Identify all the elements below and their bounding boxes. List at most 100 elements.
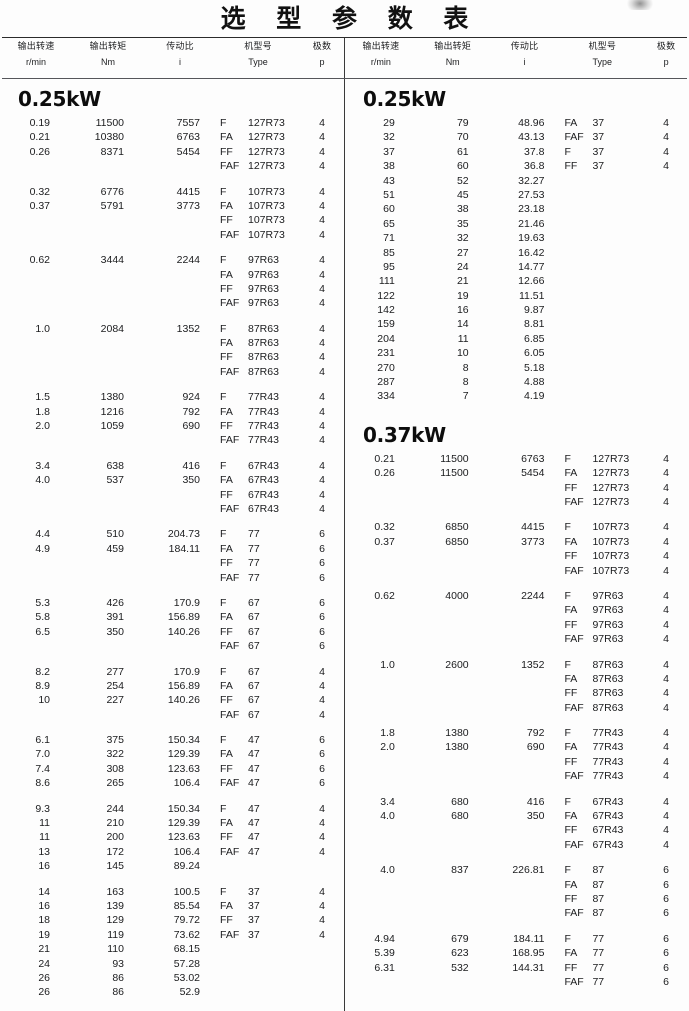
- ratio-group: 0.32 6776 4415 F 107R73 4 0.37 5791 3773 FA 107R73…: [0, 185, 344, 243]
- type-prefix: F: [220, 391, 227, 404]
- header-output-torque: 输出转矩 Nm: [417, 41, 489, 68]
- table-row: 287 8 4.88: [345, 375, 688, 389]
- ratio-group: 29 79 48.96 FA 37 4 32 70 43.13 FAF 37 4 37 61 37.8 F 37…: [345, 116, 688, 404]
- type-prefix: FAF: [220, 434, 240, 447]
- cell-output-torque: 308: [106, 762, 124, 775]
- cell-type: FF 107R73: [216, 213, 300, 227]
- cell-output-speed: 4.0: [380, 810, 395, 823]
- cell-pole-count: 4: [663, 564, 669, 577]
- table-row: 14 163 100.5 F 37 4: [0, 885, 344, 899]
- type-model-code: 97R63: [592, 604, 624, 617]
- cell-type: FAF 87R63: [560, 701, 644, 715]
- cell-pole-count: 4: [319, 391, 325, 404]
- table-row: 0.32 6776 4415 F 107R73 4: [0, 185, 344, 199]
- cell-pole-count: 4: [663, 770, 669, 783]
- ratio-group: 3.4 680 416 F 67R43 4 4.0 680 350 FA 67R43 4 FF 67R43…: [345, 795, 688, 853]
- cell-pole-count: 4: [319, 488, 325, 501]
- cell-type: F 87: [560, 863, 644, 877]
- cell-ratio: 184.11: [168, 542, 200, 555]
- cell-type: FAF 37: [560, 130, 644, 144]
- header-rule-bottom: [2, 78, 687, 79]
- cell-output-speed: 9.3: [35, 802, 50, 815]
- table-row: 85 27 16.42: [345, 246, 688, 260]
- cell-output-torque: 32: [456, 232, 469, 245]
- cell-pole-count: 6: [319, 762, 325, 775]
- cell-pole-count: 4: [319, 502, 325, 515]
- cell-type: FAF 67R43: [560, 838, 644, 852]
- cell-pole-count: 6: [319, 777, 325, 790]
- cell-output-speed: 287: [377, 376, 395, 389]
- cell-pole-count: 4: [319, 268, 325, 281]
- cell-output-speed: 5.8: [35, 611, 50, 624]
- type-prefix: FAF: [564, 633, 584, 646]
- header-output-torque-cn: 输出转矩: [89, 42, 127, 52]
- cell-output-speed: 6.1: [35, 734, 50, 747]
- ratio-group: 3.4 638 416 F 67R43 4 4.0 537 350 FA 67R43 4 FF 67R43…: [0, 459, 344, 517]
- table-row: 6.5 350 140.26 FF 67 6: [0, 625, 344, 639]
- type-prefix: FA: [564, 878, 578, 891]
- cell-output-speed: 24: [38, 957, 50, 970]
- cell-output-speed: 4.0: [35, 474, 50, 487]
- type-model-code: 97R63: [592, 633, 624, 646]
- table-row: 2.0 1059 690 FF 77R43 4: [0, 419, 344, 433]
- type-model-code: 107R73: [592, 550, 630, 563]
- type-model-code: 77R43: [248, 391, 279, 404]
- type-prefix: FAF: [220, 502, 240, 515]
- cell-pole-count: 6: [319, 748, 325, 761]
- cell-pole-count: 4: [319, 228, 325, 241]
- cell-ratio: 129.39: [167, 817, 200, 830]
- cell-output-torque: 61: [456, 145, 469, 158]
- type-model-code: 107R73: [248, 199, 285, 212]
- table-row: 1.8 1216 792 FA 77R43 4: [0, 405, 344, 419]
- cell-type: FAF 127R73: [560, 495, 644, 509]
- table-row: 4.0 837 226.81 F 87 6: [345, 863, 688, 877]
- cell-ratio: 73.62: [173, 928, 200, 941]
- cell-ratio: 5454: [176, 145, 200, 158]
- table-row: 3.4 638 416 F 67R43 4: [0, 459, 344, 473]
- type-model-code: 127R73: [248, 131, 285, 144]
- cell-output-torque: 172: [106, 845, 124, 858]
- cell-output-speed: 0.26: [29, 145, 50, 158]
- cell-ratio: 85.54: [173, 899, 200, 912]
- cell-ratio: 5.18: [524, 361, 545, 374]
- cell-output-torque: 7: [462, 390, 469, 403]
- cell-type: F 127R73: [560, 452, 644, 466]
- type-prefix: FF: [220, 145, 233, 158]
- cell-type: FF 87R63: [560, 686, 644, 700]
- type-prefix: FA: [220, 611, 233, 624]
- left-column: 0.25kW 0.19 11500 7557 F 127R73 4 0.21 10380 6763…: [0, 79, 344, 1011]
- cell-type: FAF 97R63: [560, 632, 644, 646]
- ratio-group: 4.94 679 184.11 F 77 6 5.39 623 168.95 FA 77 6 6.31 5…: [345, 932, 688, 990]
- cell-output-torque: 129: [106, 914, 124, 927]
- table-row: FAF 97R63 4: [345, 632, 688, 646]
- cell-output-speed: 14: [38, 885, 50, 898]
- cell-type: FF 37: [560, 159, 644, 173]
- type-model-code: 87: [592, 892, 605, 905]
- cell-output-speed: 159: [377, 318, 395, 331]
- table-row: 24 93 57.28: [0, 957, 344, 971]
- cell-type: F 67: [216, 665, 300, 679]
- type-model-code: 67R43: [248, 502, 279, 515]
- table-row: 0.62 3444 2244 F 97R63 4: [0, 253, 344, 267]
- type-prefix: FAF: [220, 640, 240, 653]
- type-prefix: FAF: [220, 845, 240, 858]
- cell-output-speed: 16: [38, 860, 50, 873]
- type-model-code: 77R43: [248, 434, 279, 447]
- cell-pole-count: 6: [663, 864, 669, 877]
- table-row: 7.0 322 129.39 FA 47 6: [0, 747, 344, 761]
- table-body: 0.25kW 0.19 11500 7557 F 127R73 4 0.21 10380 6763…: [0, 79, 689, 1011]
- cell-output-speed: 38: [383, 160, 395, 173]
- type-prefix: F: [220, 596, 227, 609]
- cell-output-speed: 0.62: [374, 589, 395, 602]
- type-model-code: 67: [248, 611, 260, 624]
- cell-output-speed: 1.0: [380, 658, 395, 671]
- header-pole: 极数 p: [644, 41, 688, 68]
- type-prefix: F: [564, 589, 571, 602]
- table-header-row: 输出转速 r/min 输出转矩 Nm 传动比 i 机型号 Type 极数 p 输: [0, 38, 689, 78]
- type-model-code: 77R43: [248, 420, 279, 433]
- ratio-group: 1.5 1380 924 F 77R43 4 1.8 1216 792 FA 77R43 4 2.0 10…: [0, 390, 344, 448]
- type-model-code: 37: [592, 160, 605, 173]
- table-row: 51 45 27.53: [345, 188, 688, 202]
- cell-output-speed: 0.62: [29, 254, 50, 267]
- header-output-torque-unit: Nm: [445, 57, 460, 67]
